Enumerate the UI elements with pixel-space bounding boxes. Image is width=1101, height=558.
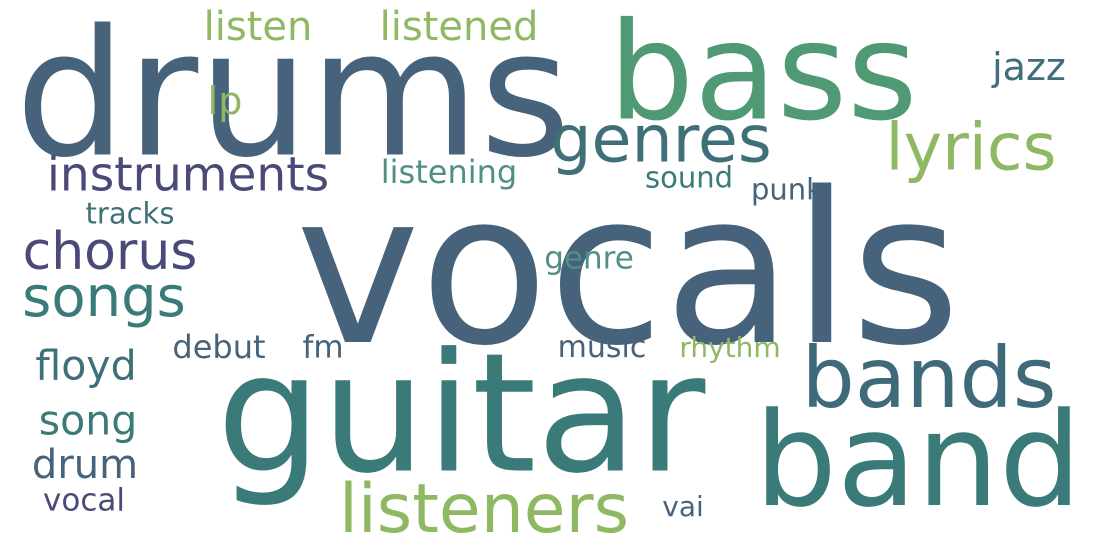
word-chorus: chorus <box>22 222 198 282</box>
word-guitar: guitar <box>216 317 706 510</box>
word-vocal: vocal <box>43 482 125 519</box>
word-vai: vai <box>662 490 704 523</box>
word-bass: bass <box>608 0 918 151</box>
word-bands: bands <box>801 329 1057 427</box>
word-lyrics: lyrics <box>885 110 1057 186</box>
word-drums: drums <box>15 0 571 197</box>
word-vocals: vocals <box>295 147 961 392</box>
word-listen: listen <box>203 4 313 50</box>
word-genre: genre <box>544 240 634 277</box>
word-fm: fm <box>302 329 344 366</box>
word-rhythm: rhythm <box>679 331 781 364</box>
word-songs: songs <box>22 265 186 330</box>
word-jazz: jazz <box>992 45 1066 89</box>
word-band: band <box>754 384 1082 536</box>
word-instruments: instruments <box>46 147 330 203</box>
word-listening: listening <box>380 153 518 191</box>
word-genres: genres <box>550 102 772 178</box>
word-drum: drum <box>31 442 139 488</box>
word-punk: punk <box>751 172 823 207</box>
word-tracks: tracks <box>85 196 175 231</box>
word-listened: listened <box>379 4 539 50</box>
word-song: song <box>38 396 138 445</box>
word-floyd: floyd <box>35 341 137 390</box>
word-listeners: listeners <box>338 470 630 549</box>
word-lp: lp <box>207 79 243 123</box>
word-sound: sound <box>644 160 734 195</box>
word-debut: debut <box>172 328 266 366</box>
word-music: music <box>557 330 647 365</box>
